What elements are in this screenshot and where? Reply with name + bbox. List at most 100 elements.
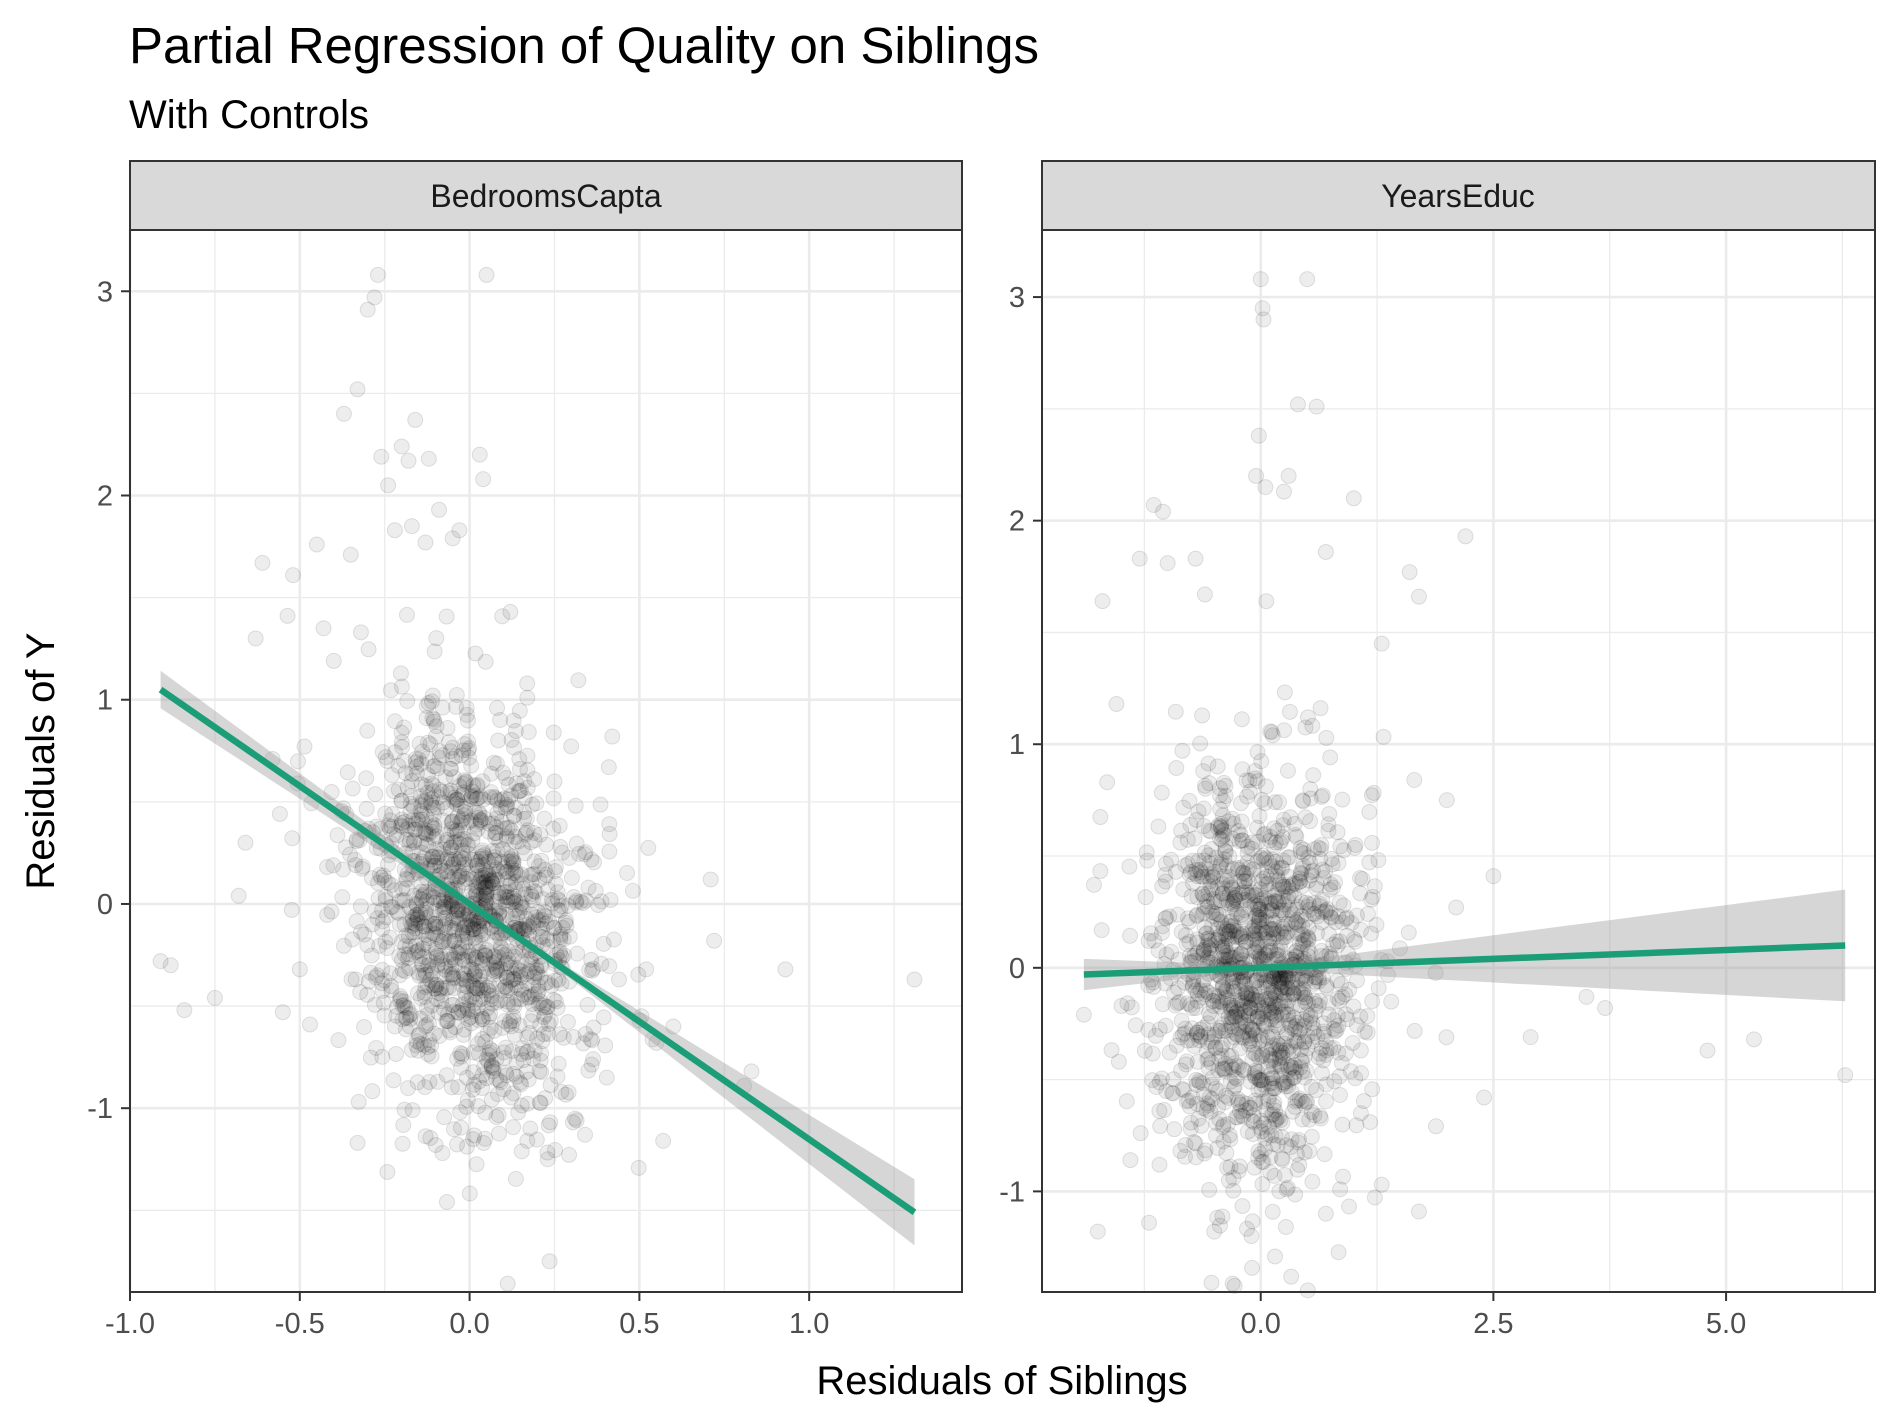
- data-point: [503, 1018, 520, 1035]
- data-point: [460, 958, 477, 975]
- data-point: [503, 1089, 520, 1106]
- data-point: [386, 826, 403, 843]
- data-point: [427, 728, 444, 745]
- data-point: [552, 926, 569, 943]
- data-point: [452, 970, 469, 987]
- data-point: [1337, 1045, 1354, 1062]
- data-point: [1244, 1126, 1261, 1143]
- data-point: [404, 765, 421, 782]
- data-point: [348, 831, 365, 848]
- data-point: [1332, 1086, 1349, 1103]
- data-point: [421, 1032, 438, 1049]
- data-point: [390, 757, 407, 774]
- data-point: [445, 856, 462, 873]
- data-point: [475, 874, 492, 891]
- data-point: [408, 754, 425, 771]
- data-point: [448, 687, 465, 704]
- data-point: [1168, 759, 1185, 776]
- data-point: [489, 962, 506, 979]
- data-point: [485, 948, 502, 965]
- data-point: [397, 999, 414, 1016]
- data-point: [1203, 1033, 1220, 1050]
- data-point: [472, 927, 489, 944]
- data-point: [499, 863, 516, 880]
- data-point: [597, 1037, 614, 1054]
- data-point: [489, 699, 506, 716]
- data-point: [474, 955, 491, 972]
- data-point: [1346, 839, 1363, 856]
- data-point: [507, 893, 524, 910]
- data-point: [600, 759, 617, 776]
- y-tick-label: 2: [97, 481, 113, 513]
- data-point: [507, 1170, 524, 1187]
- data-point: [1406, 1022, 1423, 1039]
- data-point: [502, 850, 519, 867]
- data-point: [417, 966, 434, 983]
- data-point: [465, 777, 482, 794]
- data-point: [1198, 1101, 1215, 1118]
- data-point: [426, 830, 443, 847]
- data-point: [483, 987, 500, 1004]
- data-point: [1205, 993, 1222, 1010]
- data-point: [525, 977, 542, 994]
- data-point: [383, 982, 400, 999]
- data-point: [519, 779, 536, 796]
- data-point: [413, 956, 430, 973]
- data-point: [552, 838, 569, 855]
- data-point: [498, 954, 515, 971]
- data-point: [359, 722, 376, 739]
- data-point: [352, 624, 369, 641]
- data-point: [593, 893, 610, 910]
- data-point: [363, 947, 380, 964]
- data-point: [409, 1074, 426, 1091]
- data-point: [483, 873, 500, 890]
- data-point: [1310, 839, 1327, 856]
- data-point: [449, 901, 466, 918]
- data-point: [412, 906, 429, 923]
- data-point: [1316, 1146, 1333, 1163]
- data-point: [470, 809, 487, 826]
- data-point: [525, 1006, 542, 1023]
- data-point: [539, 1151, 556, 1168]
- data-point: [570, 672, 587, 689]
- data-point: [1262, 723, 1279, 740]
- data-point: [438, 800, 455, 817]
- data-point: [403, 518, 420, 535]
- data-point: [457, 804, 474, 821]
- data-point: [415, 967, 432, 984]
- data-point: [1201, 940, 1218, 957]
- data-point: [490, 1125, 507, 1142]
- y-tick-label: 0: [1009, 953, 1025, 985]
- data-point: [585, 1019, 602, 1036]
- data-point: [595, 1009, 612, 1026]
- data-point: [1312, 700, 1329, 717]
- data-point: [377, 909, 394, 926]
- data-point: [1151, 1074, 1168, 1091]
- data-point: [426, 758, 443, 775]
- data-point: [553, 975, 570, 992]
- data-point: [1364, 888, 1381, 905]
- data-point: [379, 752, 396, 769]
- data-point: [445, 996, 462, 1013]
- data-point: [458, 699, 475, 716]
- data-point: [394, 1135, 411, 1152]
- data-point: [417, 534, 434, 551]
- data-point: [470, 1012, 487, 1029]
- data-point: [443, 871, 460, 888]
- data-point: [482, 789, 499, 806]
- data-point: [443, 958, 460, 975]
- data-point: [418, 893, 435, 910]
- data-point: [483, 1059, 500, 1076]
- data-point: [342, 546, 359, 563]
- data-point: [496, 1049, 513, 1066]
- data-point: [467, 787, 484, 804]
- data-point: [1213, 914, 1230, 931]
- data-point: [478, 890, 495, 907]
- data-point: [1410, 588, 1427, 605]
- data-point: [374, 744, 391, 761]
- data-point: [444, 842, 461, 859]
- data-point: [542, 1077, 559, 1094]
- data-point: [1267, 1248, 1284, 1265]
- data-point: [417, 778, 434, 795]
- data-point: [456, 965, 473, 982]
